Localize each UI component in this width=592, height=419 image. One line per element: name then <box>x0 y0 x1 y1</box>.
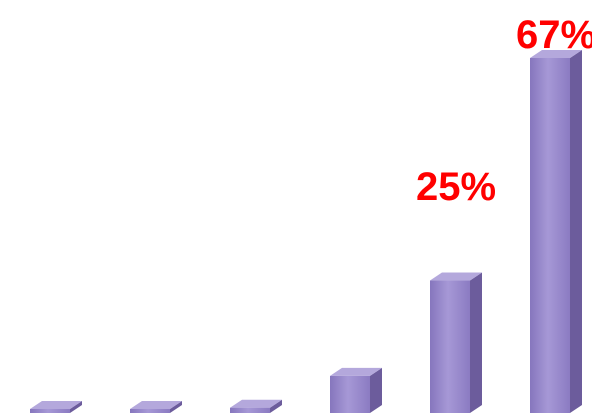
bar-top-face <box>30 401 82 409</box>
data-label-bar-6: 67% <box>516 13 592 57</box>
bar-side-face <box>70 401 82 413</box>
bar-2 <box>130 401 182 413</box>
bar-top-face <box>530 50 582 58</box>
bar-1 <box>30 401 82 413</box>
bar-5 <box>430 272 482 413</box>
bar-front-face <box>430 280 470 413</box>
bar-top-face <box>330 367 382 376</box>
bar-top-face <box>230 399 282 408</box>
bar-front-face <box>230 407 270 413</box>
bar-front-face <box>530 58 570 413</box>
bar-side-face <box>270 399 282 413</box>
bar-front-face <box>330 375 370 413</box>
bar-top-face <box>430 272 482 281</box>
bar-front-face <box>130 409 170 413</box>
bar-front-face <box>30 409 70 413</box>
bar-3 <box>230 399 282 413</box>
bar-side-face <box>470 272 482 413</box>
bar-6 <box>530 50 582 413</box>
bar-4 <box>330 367 382 413</box>
bar-side-face <box>170 401 182 413</box>
data-label-bar-5: 25% <box>416 165 496 209</box>
bar-top-face <box>130 401 182 409</box>
bars-group <box>30 50 582 413</box>
data-labels-group: 25% 67% <box>416 13 592 209</box>
bar-side-face <box>570 50 582 413</box>
bar-side-face <box>370 367 382 413</box>
